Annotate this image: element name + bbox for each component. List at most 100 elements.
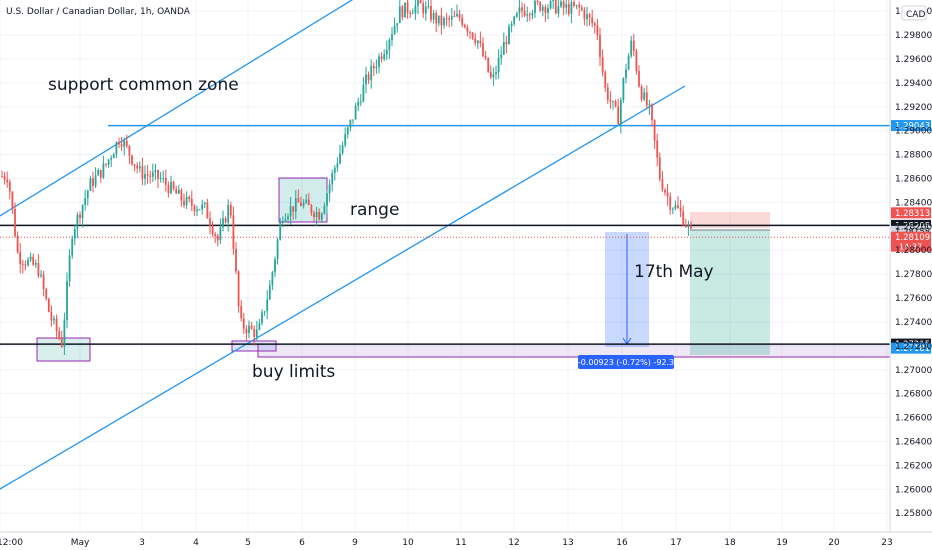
candle-body — [138, 166, 141, 169]
candle-body — [586, 14, 588, 20]
candle-body — [640, 86, 643, 100]
candle-body — [404, 2, 406, 18]
candle-body — [32, 256, 35, 265]
candle-body — [333, 167, 336, 174]
candle-body — [567, 4, 570, 14]
candle-body — [638, 71, 640, 87]
candle-body — [19, 252, 22, 264]
candle-body — [372, 65, 375, 69]
candle-body — [3, 176, 6, 180]
y-tick-label: 1.28800 — [895, 151, 932, 161]
candle-body — [66, 281, 68, 321]
candle-body — [614, 101, 617, 107]
candle-body — [617, 106, 620, 125]
candle-body — [323, 205, 326, 214]
candle-body — [92, 178, 94, 186]
candle-body — [388, 40, 391, 50]
currency-button[interactable] — [901, 5, 927, 21]
candle-body — [593, 23, 596, 26]
candle-body — [411, 13, 414, 15]
candle-body — [11, 191, 14, 210]
candle-body — [630, 40, 633, 56]
candle-body — [40, 274, 42, 276]
candle-body — [391, 34, 393, 41]
candle-body — [466, 27, 469, 32]
candle-body — [367, 74, 370, 81]
candle-body — [14, 209, 16, 236]
candle-body — [167, 184, 170, 193]
candle-body — [398, 6, 401, 24]
candle-body — [612, 101, 614, 103]
candle-body — [37, 262, 40, 276]
y-tick-label: 1.29600 — [895, 55, 932, 65]
candle-body — [684, 225, 687, 228]
candle-body — [110, 158, 113, 160]
candle-body — [489, 71, 492, 78]
candle-body — [534, 0, 536, 13]
time-axis[interactable]: 12:00 May 3 4 5 6 9 10 11 12 13 16 17 18 19 20 23 — [0, 531, 932, 548]
candle-body — [274, 258, 276, 273]
candle-body — [307, 199, 310, 206]
candle-body — [63, 320, 66, 347]
stop-loss-zone — [690, 212, 770, 228]
candle-body — [232, 215, 235, 249]
candle-body — [162, 177, 165, 179]
candle-body — [73, 228, 76, 239]
candle-body — [661, 179, 664, 190]
candle-body — [45, 289, 48, 299]
candle-body — [461, 17, 464, 26]
candle-body — [133, 164, 136, 166]
candle-body — [539, 2, 542, 11]
candle-body — [573, 2, 575, 6]
x-tick-label: 20 — [828, 538, 840, 548]
candle-body — [58, 331, 61, 338]
candle-body — [47, 298, 50, 312]
upper-trend-line — [0, 0, 354, 217]
candle-body — [557, 6, 560, 14]
candle-body — [653, 119, 656, 141]
candle-body — [118, 142, 120, 145]
candle-body — [687, 225, 690, 228]
price-axis[interactable]: 1.25800 1.26000 1.26200 1.26400 1.26600 1.268… — [889, 0, 932, 532]
y-tick-label: 1.28000 — [895, 246, 932, 256]
candle-body — [674, 205, 677, 209]
x-tick-label: 10 — [402, 538, 414, 548]
lower-trend-line — [0, 85, 686, 490]
candle-body — [328, 184, 331, 194]
price-tag-label: 1.27181 — [895, 344, 930, 354]
candle-body — [29, 256, 32, 260]
candle-body — [294, 198, 297, 212]
candle-body — [222, 218, 224, 228]
take-profit-zone — [690, 230, 770, 355]
candle-body — [339, 153, 341, 164]
candle-body — [401, 6, 404, 18]
candle-body — [209, 218, 211, 227]
candle-body — [180, 189, 183, 201]
candle-body — [448, 18, 451, 20]
y-tick-label: 1.27800 — [895, 270, 932, 280]
annotation-range: range — [350, 200, 399, 220]
candle-body — [128, 145, 131, 156]
candle-body — [562, 1, 565, 8]
candle-body — [476, 40, 479, 44]
candle-body — [318, 211, 321, 220]
candle-body — [656, 140, 659, 158]
x-tick-label: 17 — [670, 538, 681, 548]
candle-body — [487, 57, 490, 72]
candle-body — [518, 7, 521, 14]
candle-body — [326, 193, 328, 206]
candle-body — [177, 189, 180, 194]
price-tag-countdown: 14:37 — [899, 243, 922, 252]
candle-body — [430, 6, 432, 20]
candle-body — [437, 15, 440, 24]
candle-body — [528, 14, 531, 16]
candle-body — [505, 41, 508, 45]
candle-body — [669, 196, 672, 210]
candle-body — [305, 199, 308, 203]
candle-body — [107, 159, 110, 165]
candle-body — [149, 175, 152, 177]
candle-body — [175, 188, 178, 194]
candle-body — [154, 170, 157, 173]
candle-body — [125, 140, 128, 146]
